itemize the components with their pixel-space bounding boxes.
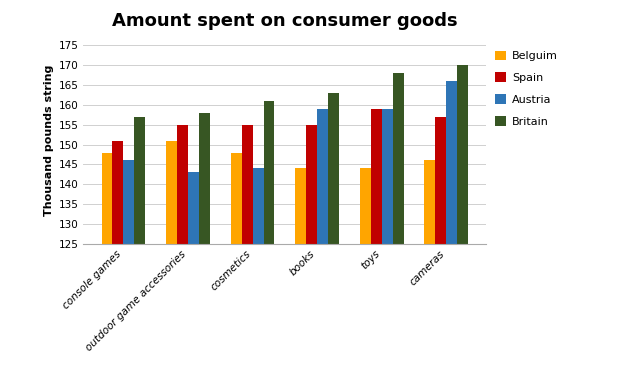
Bar [253,168,264,375]
Bar [381,109,392,375]
Legend: Belguim, Spain, Austria, Britain: Belguim, Spain, Austria, Britain [492,47,561,130]
Bar [306,125,317,375]
Bar [317,109,328,375]
Bar [264,101,275,375]
Bar [177,125,188,375]
Bar [371,109,381,375]
Y-axis label: Thousand pounds string: Thousand pounds string [44,65,54,216]
Bar [166,141,177,375]
Bar [134,117,145,375]
Bar [360,168,371,375]
Bar [446,81,457,375]
Bar [328,93,339,375]
Bar [102,153,113,375]
Bar [424,160,435,375]
Bar [188,172,199,375]
Bar [295,168,306,375]
Bar [392,73,404,375]
Bar [124,160,134,375]
Bar [230,153,241,375]
Bar [435,117,446,375]
Bar [113,141,124,375]
Bar [457,65,468,375]
Title: Amount spent on consumer goods: Amount spent on consumer goods [112,12,458,30]
Bar [199,113,210,375]
Bar [241,125,253,375]
